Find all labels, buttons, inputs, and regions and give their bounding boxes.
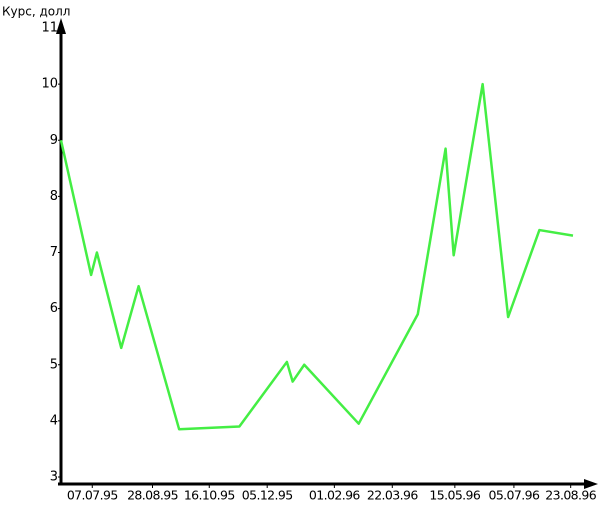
line-series xyxy=(59,82,574,431)
y-axis-label: Курс, долл xyxy=(2,5,70,19)
y-tick-label: 3 xyxy=(50,470,58,485)
x-axis-arrow xyxy=(584,479,598,489)
x-tick-label: 01.02.96 xyxy=(309,488,361,503)
y-axis-arrow xyxy=(56,18,66,34)
x-tick-label: 22.03.96 xyxy=(367,488,419,503)
y-tick-label: 9 xyxy=(50,133,58,148)
y-tick-label: 5 xyxy=(50,357,58,372)
y-tick-label: 11 xyxy=(41,21,58,36)
y-tick-label: 6 xyxy=(50,301,58,316)
y-tick-label: 8 xyxy=(50,189,58,204)
x-tick-label: 07.07.95 xyxy=(67,488,118,503)
y-tick-label: 10 xyxy=(41,77,58,92)
x-tick-label: 28.08.95 xyxy=(127,488,178,503)
x-tick-label: 23.08.96 xyxy=(545,488,597,503)
y-tick-label: 4 xyxy=(50,413,58,428)
x-tick-label: 05.07.96 xyxy=(488,488,540,503)
x-tick-label: 16.10.95 xyxy=(184,488,235,503)
y-tick-label: 7 xyxy=(50,245,58,260)
x-tick-label: 15.05.96 xyxy=(429,488,481,503)
x-tick-label: 05.12.95 xyxy=(242,488,293,503)
